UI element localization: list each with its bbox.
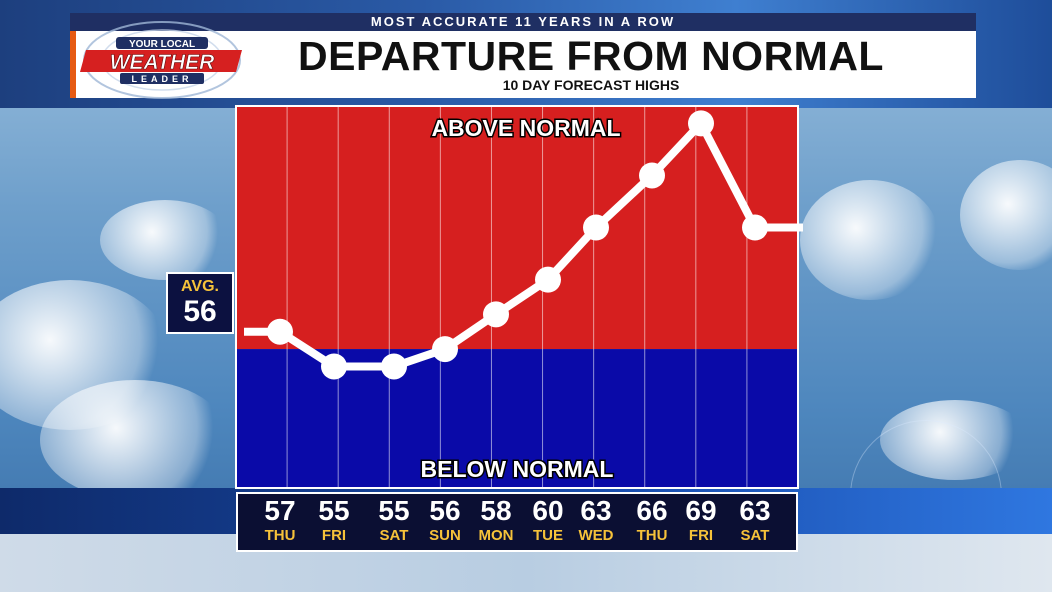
cloud	[960, 160, 1052, 270]
day-temperature: 56	[429, 495, 461, 526]
data-point	[432, 336, 458, 363]
logo-line2: WEATHER	[110, 51, 215, 74]
data-point	[583, 214, 609, 241]
data-point	[483, 301, 509, 328]
day-temperature: 57	[264, 495, 296, 526]
day-temperature: 66	[636, 495, 668, 526]
day-label: THU	[264, 527, 296, 544]
above-normal-label: ABOVE NORMAL	[431, 115, 620, 141]
logo-line1: YOUR LOCAL	[129, 39, 195, 50]
data-point	[267, 318, 293, 345]
day-label: SAT	[379, 527, 409, 544]
average-label: AVG.	[181, 278, 219, 295]
day-label: MON	[478, 527, 514, 544]
cloud	[40, 380, 230, 500]
data-point	[742, 214, 768, 241]
grid-lines	[286, 106, 748, 488]
day-temperature: 63	[580, 495, 612, 526]
average-badge: AVG. 56	[166, 272, 234, 334]
day-label: FRI	[688, 527, 714, 544]
forecast-day: 55 SAT	[368, 494, 420, 544]
day-label: FRI	[321, 527, 347, 544]
average-value: 56	[183, 295, 217, 328]
day-label: THU	[636, 527, 668, 544]
weather-leader-logo: YOUR LOCAL WEATHER LEADER	[80, 21, 242, 99]
forecast-day: 69 FRI	[675, 494, 727, 544]
day-temperature: 69	[685, 495, 717, 526]
forecast-day: 55 FRI	[308, 494, 360, 544]
forecast-series	[244, 110, 803, 380]
cloud	[100, 200, 230, 280]
day-temperature: 63	[739, 495, 771, 526]
header-strap: MOST ACCURATE 11 YEARS IN A ROW	[70, 13, 976, 31]
data-point	[688, 110, 714, 137]
forecast-temperatures: 57 THU 55 FRI 55 SAT 56 SUN 58 MON 60 TUE 63 WED 66 THU…	[236, 492, 798, 552]
day-label: TUE	[533, 527, 563, 544]
forecast-day: 58 MON	[470, 494, 522, 544]
day-label: SAT	[740, 527, 770, 544]
below-normal-label: BELOW NORMAL	[421, 456, 614, 482]
day-temperature: 55	[378, 495, 410, 526]
day-temperature: 58	[480, 495, 512, 526]
data-point	[321, 353, 347, 380]
chart-border	[235, 105, 799, 489]
forecast-day: 57 THU	[254, 494, 306, 544]
day-label: SUN	[429, 527, 461, 544]
above-normal-band	[236, 106, 798, 350]
page-title: DEPARTURE FROM NORMAL	[298, 33, 884, 79]
data-point	[381, 353, 407, 380]
forecast-day: 56 SUN	[419, 494, 471, 544]
forecast-day: 60 TUE	[522, 494, 574, 544]
forecast-day: 63 WED	[570, 494, 622, 544]
logo-line3: LEADER	[131, 74, 192, 84]
data-point	[639, 162, 665, 189]
day-temperature: 60	[532, 495, 564, 526]
forecast-day: 66 THU	[626, 494, 678, 544]
day-label: WED	[578, 527, 614, 544]
page-subtitle: 10 DAY FORECAST HIGHS	[502, 77, 680, 93]
data-point	[535, 266, 561, 293]
day-temperature: 55	[318, 495, 350, 526]
forecast-day: 63 SAT	[729, 494, 781, 544]
cloud	[800, 180, 940, 300]
